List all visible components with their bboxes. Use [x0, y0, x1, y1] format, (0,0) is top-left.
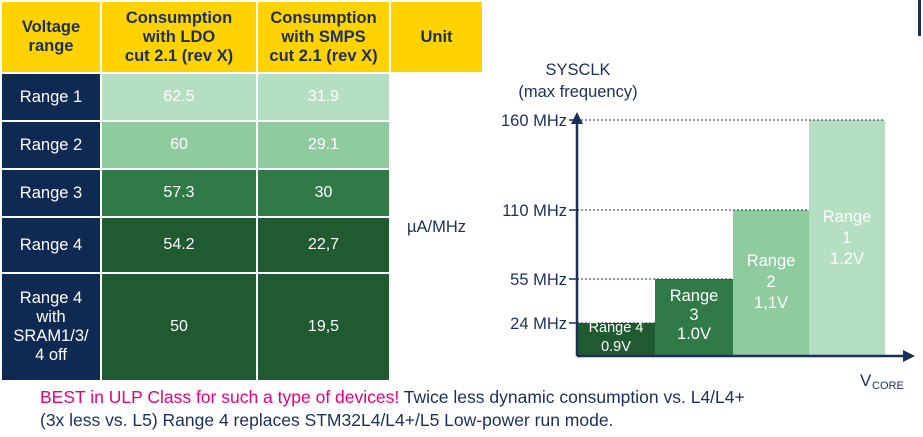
x-axis-arrow — [903, 350, 915, 362]
x-axis-title-subscript: CORE — [872, 380, 904, 392]
bar-range-2 — [733, 210, 809, 356]
y-tick-label: 160 MHz — [501, 112, 567, 130]
header-unit: Unit — [389, 0, 484, 74]
bar-label: 1.2V — [830, 250, 864, 268]
smps-value: 30 — [256, 168, 391, 218]
table-row: Range 4 with SRAM1/3/4 off 50 19,5 — [0, 272, 483, 382]
footer-line1: Twice less dynamic consumption vs. L4/L4… — [399, 387, 745, 407]
y-axis-title: SYSCLK — [545, 61, 610, 79]
bar-label: 1.0V — [677, 325, 711, 343]
bar-range-4 — [577, 323, 655, 356]
y-axis-title: (max frequency) — [518, 83, 637, 101]
bar-label: 0.9V — [601, 339, 631, 355]
y-tick-label: 55 MHz — [510, 271, 567, 289]
row-label: Range 3 — [0, 168, 102, 218]
bar-label: Range — [670, 287, 719, 305]
bar-label: 2 — [766, 273, 775, 291]
y-axis-arrow — [571, 112, 583, 124]
smps-value: 31.9 — [256, 72, 391, 122]
table-header-row: Voltage range Consumption with LDO cut 2.1 … — [0, 0, 484, 74]
table-row: Range 1 62.5 31.9 µA/MHz — [0, 72, 484, 382]
bar-label: Range — [823, 208, 872, 226]
header-consumption-smps: Consumption with SMPS cut 2.1 (rev X) — [256, 0, 391, 74]
bar-label: 1 — [842, 229, 851, 247]
ldo-value: 62.5 — [100, 72, 258, 122]
y-tick-label: 24 MHz — [510, 315, 567, 333]
table-row: Range 4 54.2 22,7 — [0, 216, 483, 274]
unit-cell: µA/MHz — [389, 72, 484, 382]
header-voltage-range: Voltage range — [0, 0, 102, 74]
table-row: Range 3 57.3 30 — [0, 168, 483, 218]
ldo-value: 57.3 — [100, 168, 258, 218]
bar-label: 1,1V — [754, 294, 788, 312]
y-tick-label: 110 MHz — [502, 202, 567, 220]
x-axis-title: V — [860, 371, 872, 390]
bar-range-1 — [809, 120, 885, 356]
footer-note: BEST in ULP Class for such a type of dev… — [40, 386, 910, 432]
smps-value: 19,5 — [256, 272, 391, 382]
header-consumption-ldo: Consumption with LDO cut 2.1 (rev X) — [100, 0, 258, 74]
row-label: Range 4 — [0, 216, 102, 274]
footer-line2: (3x less vs. L5) Range 4 replaces STM32L… — [40, 410, 614, 430]
ldo-value: 54.2 — [100, 216, 258, 274]
consumption-table: Voltage range Consumption with LDO cut 2.1 … — [0, 0, 484, 382]
bar-label: Range — [747, 252, 796, 270]
slide-edge-bar — [918, 0, 921, 36]
row-label: Range 2 — [0, 120, 102, 170]
footer-highlight: BEST in ULP Class for such a type of dev… — [40, 387, 400, 407]
bar-label: Range 4 — [589, 320, 644, 336]
smps-value: 22,7 — [256, 216, 391, 274]
ldo-value: 50 — [100, 272, 258, 382]
bar-range-3 — [655, 279, 733, 356]
ldo-value: 60 — [100, 120, 258, 170]
row-label: Range 4 with SRAM1/3/4 off — [0, 272, 102, 382]
bar-label: 3 — [689, 306, 698, 324]
smps-value: 29.1 — [256, 120, 391, 170]
row-label: Range 1 — [0, 72, 102, 122]
table-row: Range 2 60 29.1 — [0, 120, 483, 170]
